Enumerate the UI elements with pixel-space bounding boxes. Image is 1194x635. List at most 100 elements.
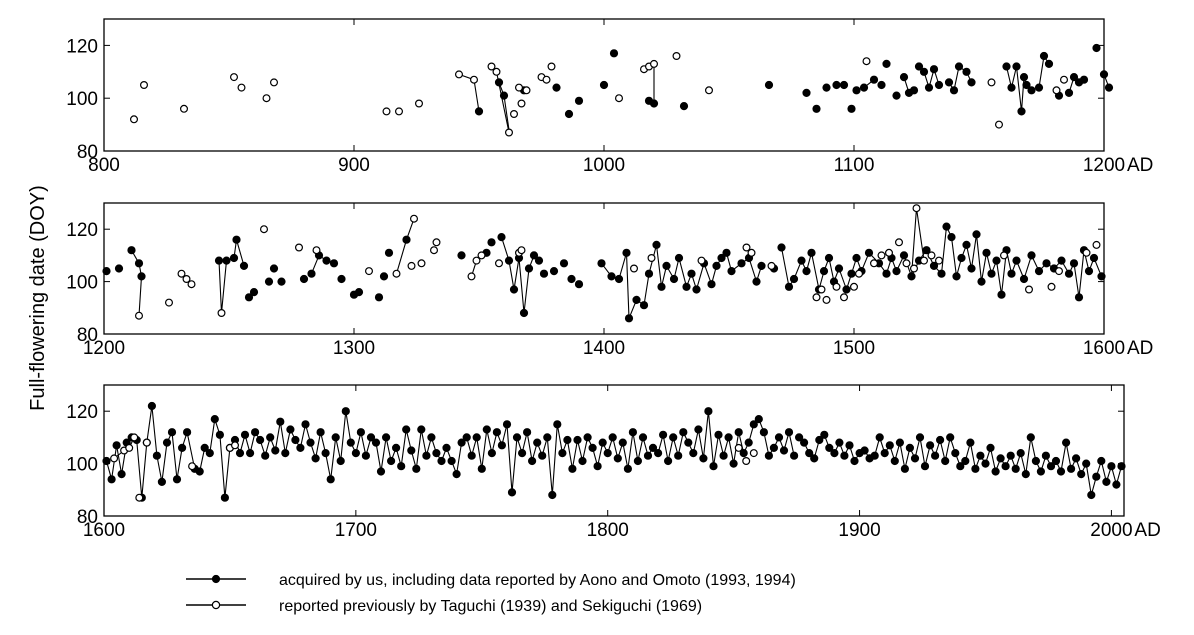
data-point-filled [805, 449, 814, 458]
data-point-filled [567, 274, 576, 284]
data-point-filled [1042, 259, 1051, 268]
data-point-filled [487, 449, 496, 458]
data-point-filled [764, 451, 774, 460]
data-point-filled [457, 251, 466, 260]
data-point-open [477, 251, 486, 260]
y-tick-label: 120 [66, 402, 98, 423]
data-point-filled [910, 454, 920, 463]
data-point-filled [281, 449, 290, 458]
data-point-filled [967, 78, 976, 87]
data-point-filled [946, 433, 955, 442]
data-point-filled [276, 417, 285, 426]
data-point-filled [744, 438, 753, 447]
x-tick-label: 1200 [1083, 155, 1125, 176]
data-point-open [415, 99, 424, 108]
data-point-filled [244, 293, 254, 302]
data-point-filled [832, 80, 841, 90]
data-point-filled [1002, 62, 1011, 71]
data-point-open [492, 67, 501, 76]
data-point-filled [564, 109, 574, 119]
data-point-open [125, 443, 134, 452]
data-point-filled [1092, 43, 1101, 53]
data-point-filled [134, 259, 144, 268]
data-point-filled [769, 443, 779, 452]
data-point-filled [714, 430, 723, 439]
data-point-filled [597, 259, 606, 268]
data-point-open [487, 62, 496, 71]
data-point-filled [654, 449, 663, 458]
data-point-filled [759, 428, 769, 437]
data-point-filled [1097, 272, 1106, 281]
data-point-filled [215, 430, 224, 439]
data-point-filled [603, 449, 612, 458]
data-point-filled [949, 86, 959, 95]
data-point-open [672, 51, 681, 60]
data-point-filled [462, 433, 471, 442]
data-point-filled [962, 240, 971, 249]
data-point-open [262, 94, 271, 103]
data-point-open [382, 107, 391, 116]
data-point-filled [573, 435, 582, 445]
data-point-filled [599, 80, 609, 90]
data-point-open [747, 248, 756, 257]
data-point-filled [649, 99, 659, 108]
data-point-filled [222, 256, 231, 265]
data-point-filled [152, 451, 161, 460]
data-point-filled [593, 462, 602, 471]
data-point-filled [1016, 449, 1025, 458]
data-point-filled [1006, 451, 1015, 460]
data-point-open [135, 311, 144, 320]
data-point-open [934, 256, 943, 265]
data-point-filled [885, 441, 894, 450]
data-point-open [230, 73, 239, 82]
series-line-open [491, 66, 510, 133]
data-point-open [130, 433, 139, 442]
data-point-filled [639, 301, 649, 310]
data-point-filled [474, 107, 484, 116]
data-point-filled [689, 449, 698, 458]
data-point-filled [1069, 73, 1079, 82]
data-point-filled [509, 285, 519, 294]
data-point-open [542, 75, 551, 84]
data-point-open [312, 246, 321, 255]
legend-label-open: reported previously by Taguchi (1939) an… [279, 598, 702, 615]
data-point-open [517, 246, 526, 255]
data-point-filled [899, 73, 909, 82]
data-point-filled [1007, 269, 1016, 278]
data-point-filled [739, 449, 748, 458]
data-point-filled [802, 267, 811, 276]
data-point-filled [374, 293, 384, 302]
data-point-filled [880, 449, 889, 458]
data-point-filled [934, 80, 944, 90]
data-point-filled [905, 443, 915, 452]
data-point-filled [467, 451, 476, 460]
data-point-filled [523, 428, 532, 437]
data-point-filled [815, 435, 824, 445]
data-point-filled [379, 272, 389, 281]
data-point-open [877, 251, 886, 260]
data-point-open [742, 457, 751, 466]
data-point-open [1082, 248, 1091, 257]
data-point-open [517, 99, 526, 108]
data-point-filled [264, 277, 274, 286]
data-point-filled [1027, 86, 1036, 95]
y-tick-label: 100 [66, 455, 98, 476]
data-point-open [704, 86, 713, 95]
data-point-open [270, 78, 279, 87]
data-point-filled [172, 475, 182, 484]
data-point-filled [553, 420, 562, 429]
data-point-filled [195, 467, 204, 476]
data-point-filled [679, 102, 689, 111]
data-point-filled [687, 269, 696, 278]
data-point-filled [692, 285, 701, 294]
data-point-filled [371, 438, 381, 447]
data-point-filled [583, 433, 592, 442]
data-point-filled [329, 259, 339, 268]
data-point-filled [722, 248, 731, 257]
x-tick-label: 1800 [587, 520, 629, 541]
data-point-filled [539, 269, 549, 278]
data-point-filled [114, 264, 124, 273]
data-point-filled [839, 80, 849, 90]
data-point-filled [914, 62, 924, 71]
data-point-filled [1077, 470, 1086, 479]
